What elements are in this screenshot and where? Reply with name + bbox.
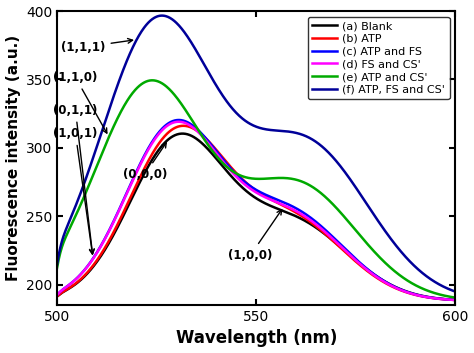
(f) ATP, FS and CS' xyxy=(289,130,294,134)
(e) ATP and CS' xyxy=(150,78,155,83)
Line: (e) ATP and CS': (e) ATP and CS' xyxy=(37,80,455,301)
(a) Blank xyxy=(35,299,40,303)
Text: (1,1,0): (1,1,0) xyxy=(53,71,107,133)
(e) ATP and CS' xyxy=(278,176,283,180)
Legend: (a) Blank, (b) ATP, (c) ATP and FS, (d) FS and CS', (e) ATP and CS', (f) ATP, FS: (a) Blank, (b) ATP, (c) ATP and FS, (d) … xyxy=(308,17,450,100)
(e) ATP and CS' xyxy=(60,242,66,246)
(f) ATP, FS and CS' xyxy=(352,184,358,188)
(b) ATP xyxy=(35,299,40,303)
(c) ATP and FS xyxy=(35,299,40,303)
X-axis label: Wavelength (nm): Wavelength (nm) xyxy=(175,329,337,347)
(a) Blank xyxy=(179,131,185,136)
Line: (a) Blank: (a) Blank xyxy=(37,133,455,301)
(b) ATP xyxy=(301,215,307,220)
Text: (0,1,1): (0,1,1) xyxy=(53,103,98,254)
(f) ATP, FS and CS' xyxy=(35,299,40,303)
(b) ATP xyxy=(181,124,186,128)
(d) FS and CS' xyxy=(60,287,66,292)
Text: (0,0,0): (0,0,0) xyxy=(123,143,167,181)
Text: (1,1,1): (1,1,1) xyxy=(61,38,133,54)
(d) FS and CS' xyxy=(352,257,358,262)
(a) Blank xyxy=(289,212,294,216)
(c) ATP and FS xyxy=(452,298,458,302)
(f) ATP, FS and CS' xyxy=(278,129,283,133)
(c) ATP and FS xyxy=(176,118,182,122)
Text: (1,0,0): (1,0,0) xyxy=(228,210,282,262)
(e) ATP and CS' xyxy=(352,227,358,231)
(e) ATP and CS' xyxy=(395,271,401,276)
Line: (c) ATP and FS: (c) ATP and FS xyxy=(37,120,455,301)
(f) ATP, FS and CS' xyxy=(452,289,458,294)
(b) ATP xyxy=(60,290,66,294)
(e) ATP and CS' xyxy=(289,176,294,181)
(f) ATP, FS and CS' xyxy=(159,13,164,18)
(d) FS and CS' xyxy=(395,287,401,291)
(c) ATP and FS xyxy=(301,211,307,215)
(b) ATP xyxy=(289,208,294,212)
(a) Blank xyxy=(395,286,401,290)
(b) ATP xyxy=(352,259,358,263)
(f) ATP, FS and CS' xyxy=(301,133,307,138)
(c) ATP and FS xyxy=(60,287,66,292)
(c) ATP and FS xyxy=(289,204,294,208)
(a) Blank xyxy=(60,290,66,294)
(d) FS and CS' xyxy=(289,207,294,211)
(b) ATP xyxy=(395,287,401,291)
(d) FS and CS' xyxy=(301,214,307,218)
Line: (b) ATP: (b) ATP xyxy=(37,126,455,301)
(b) ATP xyxy=(452,298,458,302)
(e) ATP and CS' xyxy=(35,299,40,303)
(d) FS and CS' xyxy=(278,202,283,206)
(c) ATP and FS xyxy=(352,256,358,260)
(d) FS and CS' xyxy=(176,120,182,124)
(f) ATP, FS and CS' xyxy=(395,246,401,250)
(a) Blank xyxy=(352,257,358,262)
(f) ATP, FS and CS' xyxy=(60,236,66,240)
(c) ATP and FS xyxy=(278,199,283,203)
Line: (d) FS and CS': (d) FS and CS' xyxy=(37,122,455,301)
Text: (1,0,1): (1,0,1) xyxy=(53,127,98,254)
(b) ATP xyxy=(278,202,283,207)
(a) Blank xyxy=(278,208,283,212)
(c) ATP and FS xyxy=(395,286,401,291)
(e) ATP and CS' xyxy=(301,180,307,185)
(e) ATP and CS' xyxy=(452,295,458,300)
Line: (f) ATP, FS and CS': (f) ATP, FS and CS' xyxy=(37,16,455,301)
(d) FS and CS' xyxy=(452,298,458,302)
(d) FS and CS' xyxy=(35,299,40,303)
(a) Blank xyxy=(452,298,458,302)
(a) Blank xyxy=(301,218,307,222)
Y-axis label: Fluorescence intensity (a.u.): Fluorescence intensity (a.u.) xyxy=(6,35,20,281)
